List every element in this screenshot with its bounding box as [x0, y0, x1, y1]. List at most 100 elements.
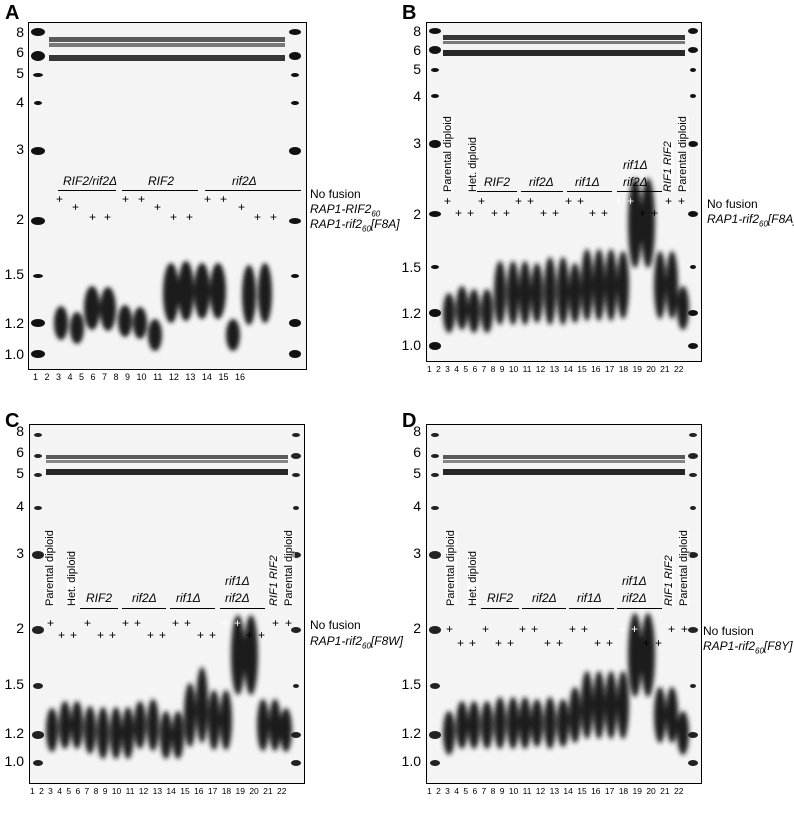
plus-mark: +: [89, 210, 97, 224]
plus-mark: +: [285, 616, 293, 630]
legend-fusion: RAP1-rif260[F8W]: [310, 634, 403, 650]
plus-mark: +: [527, 194, 535, 208]
vertical-label: Parental diploid: [44, 530, 56, 606]
group-line: [477, 191, 517, 192]
panel-a: A 8 6 5 4 3 2 1.5 1.2 1.0: [0, 0, 400, 410]
gel-bands: [429, 28, 698, 350]
size-marker: 2: [16, 211, 24, 227]
group-label: rif1Δ: [176, 591, 201, 605]
plus-mark: +: [222, 616, 230, 630]
gel-image: [28, 22, 307, 370]
vertical-label: Het. diploid: [467, 550, 479, 606]
size-marker: 1.0: [401, 753, 421, 769]
plus-mark: +: [246, 628, 254, 642]
group-label: rif2Δ: [532, 591, 557, 605]
group-line: [481, 608, 519, 609]
size-marker: 4: [413, 88, 421, 104]
gel-bands: [31, 28, 301, 358]
legend-text: RAP1-RIF2: [310, 202, 372, 216]
plus-mark: +: [457, 636, 465, 650]
group-line: [569, 608, 614, 609]
plus-mark: +: [47, 616, 55, 630]
group-label: rif2Δ: [225, 591, 250, 605]
group-label: RIF2/rif2Δ: [63, 174, 118, 188]
group-line: [567, 191, 612, 192]
group-line: [617, 608, 662, 609]
legend-text: [F8A]: [767, 212, 794, 226]
size-marker: 1.5: [4, 266, 24, 282]
plus-mark: +: [197, 628, 205, 642]
legend-text: RAP1-rif2: [703, 639, 756, 653]
plus-mark: +: [56, 192, 64, 206]
group-label: rif2Δ: [623, 175, 648, 189]
lane-numbers: 1 2 3 4 5 6 7 8 9 10 11 12 13 14 15 16: [33, 372, 245, 382]
size-marker: 2: [413, 206, 421, 222]
group-label: rif1Δ: [622, 574, 647, 588]
plus-mark: +: [606, 636, 614, 650]
size-marker: 1.2: [401, 305, 421, 321]
plus-mark: +: [665, 194, 673, 208]
size-marker: 4: [413, 498, 421, 514]
plus-mark: +: [209, 628, 217, 642]
plus-mark: +: [503, 206, 511, 220]
size-marker: 6: [413, 444, 421, 460]
legend-text: RAP1-rif2: [310, 217, 363, 231]
group-line: [522, 608, 566, 609]
legend-no-fusion: No fusion: [707, 197, 758, 211]
plus-mark: +: [172, 616, 180, 630]
size-marker: 4: [16, 94, 24, 110]
vertical-label: Parental diploid: [445, 530, 457, 606]
size-marker: 1.5: [401, 676, 421, 692]
size-marker: 5: [413, 465, 421, 481]
legend-fusion-1: RAP1-RIF260: [310, 202, 380, 218]
plus-mark: +: [631, 622, 639, 636]
vertical-label: RIF1 RIF2: [268, 555, 280, 606]
plus-mark: +: [138, 192, 146, 206]
group-line: [521, 191, 563, 192]
group-label: rif2Δ: [232, 174, 257, 188]
size-marker: 3: [16, 545, 24, 561]
lane-numbers: 1 2 3 4 5 6 7 8 9 10 11 12 13 14 15 16 1…: [427, 786, 684, 796]
plus-mark: +: [577, 194, 585, 208]
plus-mark: +: [270, 210, 278, 224]
legend-sub: 60: [371, 209, 381, 219]
plus-mark: +: [186, 210, 194, 224]
plus-mark: +: [619, 622, 627, 636]
vertical-label: Parental diploid: [283, 530, 295, 606]
plus-mark: +: [491, 206, 499, 220]
plus-mark: +: [254, 210, 262, 224]
plus-mark: +: [569, 622, 577, 636]
size-marker: 1.2: [4, 315, 24, 331]
plus-mark: +: [643, 636, 651, 650]
plus-mark: +: [272, 616, 280, 630]
plus-mark: +: [601, 206, 609, 220]
group-label: rif2Δ: [132, 591, 157, 605]
size-marker: 5: [16, 65, 24, 81]
group-label: rif1Δ: [623, 158, 648, 172]
plus-mark: +: [519, 622, 527, 636]
legend-text: RAP1-rif2: [310, 634, 363, 648]
gel-image: [426, 22, 702, 362]
panel-letter: C: [5, 410, 20, 432]
size-marker: 3: [413, 135, 421, 151]
plus-mark: +: [482, 622, 490, 636]
plus-mark: +: [639, 206, 647, 220]
plus-mark: +: [495, 636, 503, 650]
plus-mark: +: [154, 200, 162, 214]
plus-mark: +: [581, 622, 589, 636]
plus-mark: +: [122, 616, 130, 630]
plus-mark: +: [455, 206, 463, 220]
size-marker: 1.5: [401, 259, 421, 275]
group-label: RIF2: [148, 174, 175, 188]
plus-mark: +: [204, 192, 212, 206]
group-label: rif1Δ: [225, 574, 250, 588]
size-marker: 1.0: [4, 346, 24, 362]
vertical-label: RIF1 RIF2: [663, 555, 675, 606]
plus-mark: +: [668, 622, 676, 636]
plus-mark: +: [507, 636, 515, 650]
plus-mark: +: [651, 206, 659, 220]
size-marker: 5: [413, 61, 421, 77]
plus-mark: +: [70, 628, 78, 642]
plus-mark: +: [234, 616, 242, 630]
plus-mark: +: [627, 194, 635, 208]
